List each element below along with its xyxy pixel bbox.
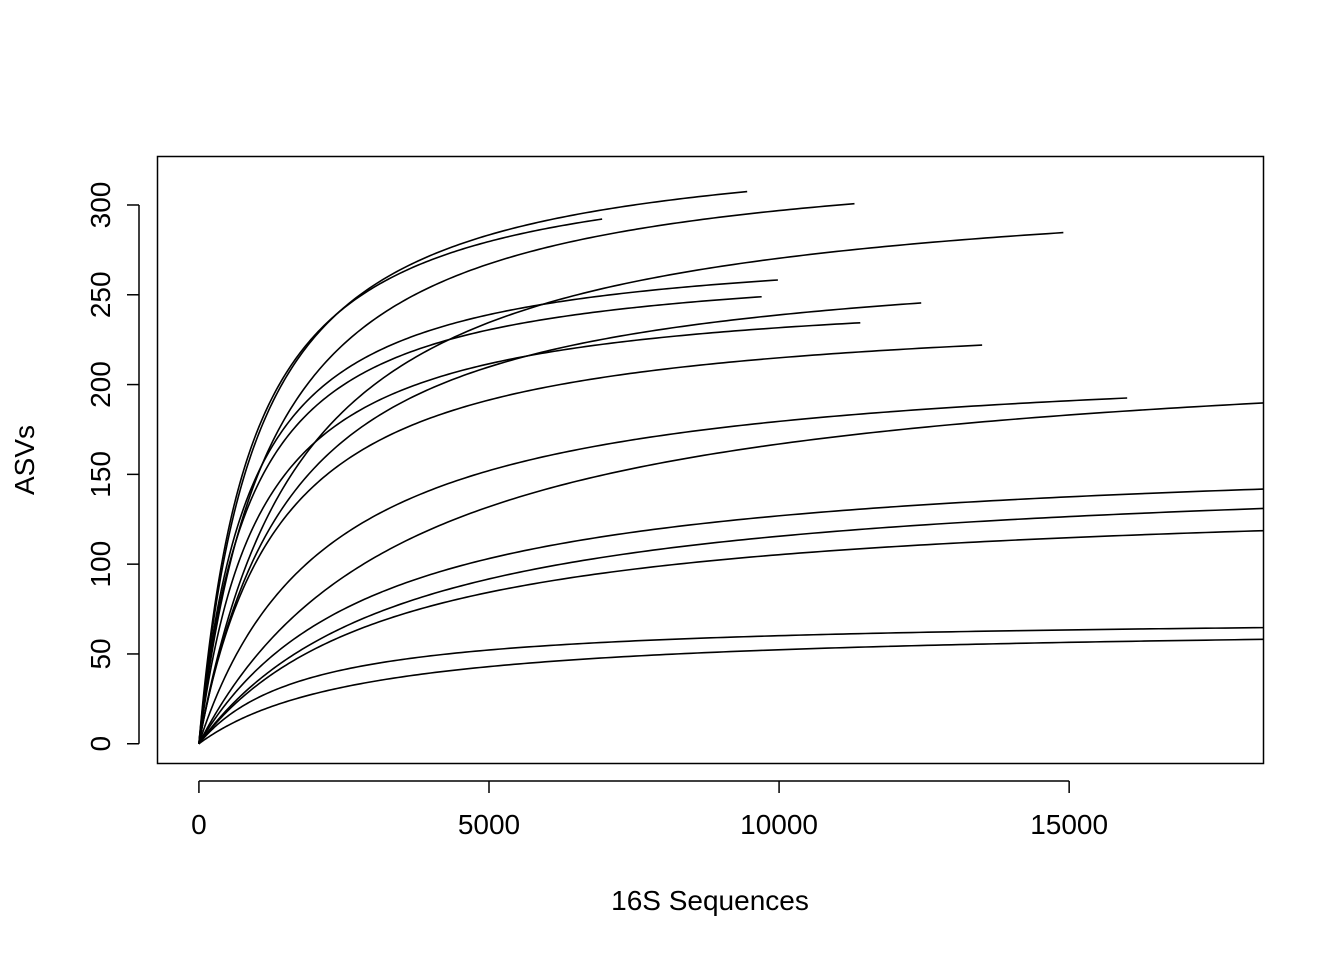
series-line-8: [198, 302, 922, 745]
y-tick-label: 300: [85, 182, 116, 229]
y-tick-label: 250: [85, 271, 116, 318]
y-tick-label: 50: [85, 638, 116, 669]
x-tick-label: 5000: [458, 809, 520, 840]
series-line-11: [198, 402, 1264, 745]
series-line-16: [198, 638, 1264, 745]
x-axis-label: 16S Sequences: [611, 885, 809, 916]
series-line-2: [198, 190, 748, 744]
series-line-13: [198, 507, 1264, 745]
series-line-5: [198, 295, 762, 745]
series-line-7: [198, 231, 1064, 745]
y-tick-label: 150: [85, 451, 116, 498]
x-tick-label: 0: [191, 809, 207, 840]
series-line-12: [198, 488, 1264, 745]
series-line-15: [198, 626, 1264, 745]
series-line-10: [198, 397, 1128, 745]
y-tick-label: 0: [85, 736, 116, 752]
series-line-4: [198, 279, 778, 744]
x-axis: 0 5000 10000 15000: [191, 780, 1108, 840]
x-tick-label: 10000: [740, 809, 818, 840]
series-lines: [198, 190, 1264, 745]
x-tick-label: 15000: [1030, 809, 1108, 840]
series-line-14: [198, 529, 1264, 745]
y-axis: 0 50 100 150 200 250 300: [85, 182, 140, 752]
plot-frame: [156, 155, 1265, 765]
series-line-6: [198, 321, 861, 745]
y-tick-label: 100: [85, 541, 116, 588]
series-line-3: [198, 202, 855, 744]
y-tick-label: 200: [85, 361, 116, 408]
y-axis-label: ASVs: [9, 425, 40, 495]
series-line-9: [198, 344, 983, 745]
